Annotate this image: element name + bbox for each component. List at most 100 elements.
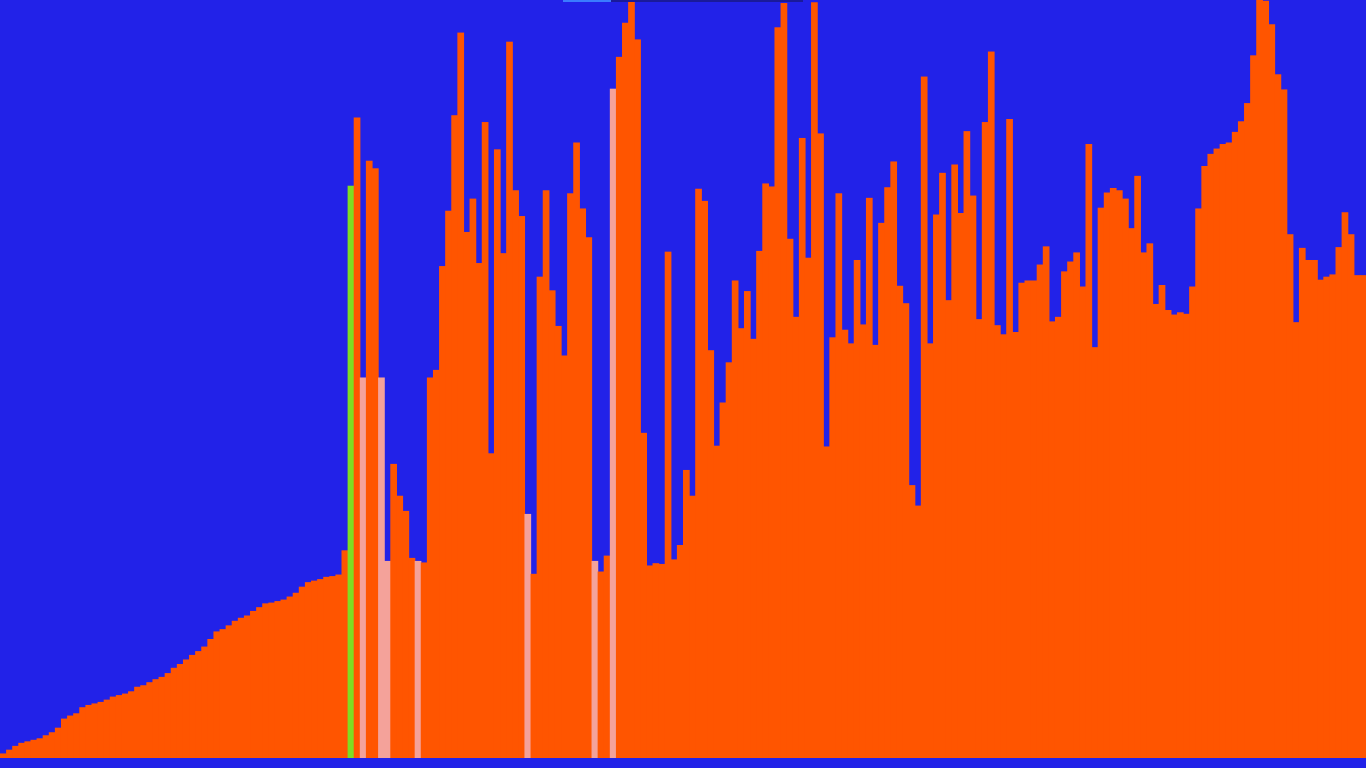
bar [981, 122, 989, 759]
bar [1067, 261, 1074, 758]
bar [335, 574, 343, 758]
bar [1317, 279, 1324, 758]
bar [914, 505, 922, 758]
compare-bar [609, 88, 617, 758]
bar [1103, 192, 1111, 758]
bar [170, 667, 178, 758]
bar [97, 701, 105, 758]
bar [951, 164, 959, 759]
bar [1201, 166, 1209, 758]
bar [1170, 314, 1178, 758]
bar [1091, 347, 1099, 758]
bar [701, 200, 708, 758]
bar [256, 607, 263, 758]
bar [30, 739, 38, 758]
bar [1054, 316, 1062, 758]
bar [1244, 103, 1251, 759]
bar [1030, 280, 1038, 758]
bar [274, 601, 282, 758]
bar [670, 559, 678, 758]
bar [67, 715, 74, 758]
bar [811, 2, 818, 758]
bar [201, 646, 208, 758]
bar [195, 651, 202, 758]
bar [841, 329, 849, 758]
bar [987, 51, 995, 759]
bar [683, 469, 690, 758]
bar [634, 39, 641, 759]
bar [835, 193, 843, 759]
bar [786, 238, 794, 758]
bar [109, 696, 117, 758]
bar [1237, 121, 1245, 758]
bar [1115, 190, 1123, 758]
bar [146, 682, 154, 758]
bar [713, 445, 721, 758]
compare-bar [359, 377, 367, 758]
bar [115, 695, 123, 758]
bar [567, 193, 574, 759]
bar [689, 495, 696, 758]
bar [1024, 280, 1032, 758]
bar [1341, 212, 1349, 759]
bar [207, 638, 215, 758]
bar [750, 338, 757, 758]
bar [963, 131, 971, 758]
bar [865, 197, 873, 759]
bar [731, 280, 739, 758]
bar [585, 237, 593, 758]
bar [1042, 246, 1050, 758]
bar [1335, 247, 1343, 759]
bar [341, 550, 349, 758]
bar [1213, 148, 1221, 758]
bar [1097, 207, 1105, 758]
bar [737, 328, 745, 758]
bar [6, 749, 13, 758]
bar [579, 208, 587, 758]
bar [1250, 55, 1257, 758]
compare-bar [524, 513, 532, 758]
bar [768, 186, 776, 759]
bar [1085, 144, 1093, 758]
bar [1158, 285, 1166, 758]
bar [994, 325, 1001, 758]
bar [1323, 276, 1331, 758]
compare-bar [378, 377, 385, 758]
bar [1286, 234, 1294, 759]
progress-fill [563, 0, 611, 2]
bar [896, 285, 904, 758]
bar [451, 115, 458, 759]
bar [1122, 198, 1129, 759]
bar [872, 344, 879, 758]
bar [597, 571, 605, 758]
bar [469, 198, 477, 759]
bar [1109, 187, 1117, 759]
bar [1012, 332, 1019, 758]
bar [945, 300, 952, 758]
bar [1073, 252, 1080, 758]
bar [1292, 322, 1300, 758]
bar [695, 188, 702, 759]
bar [1164, 310, 1172, 758]
bar [475, 263, 483, 758]
bar [91, 703, 99, 758]
bar [1189, 286, 1196, 758]
bar [128, 691, 135, 758]
bar [1146, 243, 1154, 758]
bar [48, 732, 56, 758]
bar [237, 617, 245, 758]
bar [463, 231, 471, 758]
bar [878, 222, 885, 759]
bar [432, 369, 440, 758]
bar [365, 160, 373, 758]
bar [164, 673, 172, 758]
bar [853, 259, 861, 758]
bar [1207, 153, 1215, 758]
bar [1274, 74, 1282, 758]
bar [323, 576, 330, 758]
bar [292, 592, 300, 758]
bar [658, 563, 666, 758]
bar [573, 142, 580, 758]
